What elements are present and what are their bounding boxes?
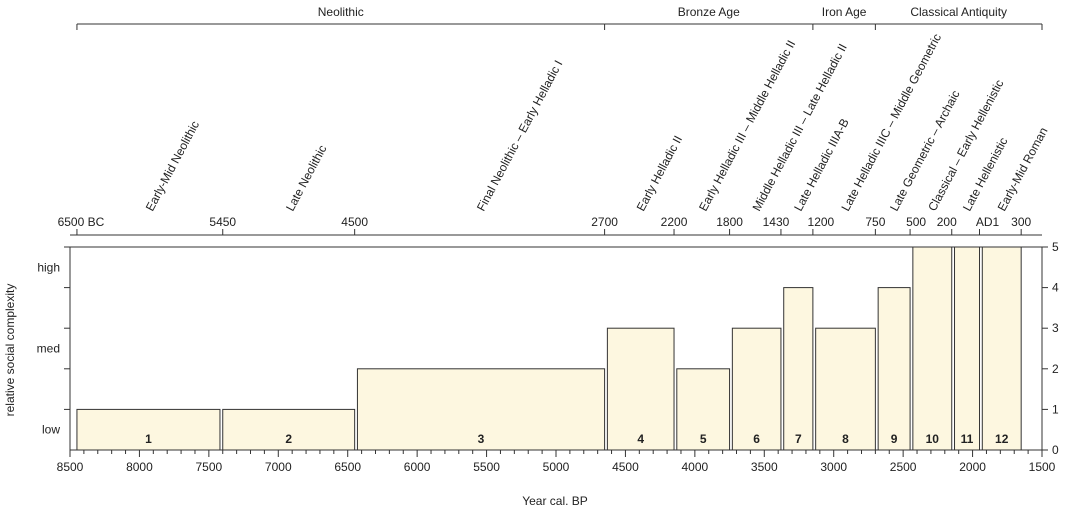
x-tick-label-5500: 5500: [473, 460, 500, 474]
right-tick-label-1: 1: [1052, 402, 1059, 416]
top-tick-label-4500: 4500: [341, 215, 368, 229]
bar-10: [912, 246, 953, 451]
top-tick-label-300: 300: [1011, 215, 1031, 229]
bar-label-1: 1: [145, 432, 152, 446]
top-tick-label-750: 750: [865, 215, 885, 229]
right-tick-label-0: 0: [1052, 443, 1059, 457]
y-axis-label: relative social complexity: [3, 284, 17, 417]
top-tick-label-1430: 1430: [763, 215, 790, 229]
period-brackets: Neolithic Bronze Age Iron Age Classical Ant…: [76, 5, 1043, 30]
x-tick-label-7000: 7000: [265, 460, 292, 474]
phase-label: Late Helladic IIIC – Middle Geometric: [838, 31, 944, 213]
x-tick-label-1500: 1500: [1029, 460, 1056, 474]
x-tick-label-2000: 2000: [959, 460, 986, 474]
right-tick-label-4: 4: [1052, 281, 1059, 295]
bar-8: [815, 327, 876, 451]
bar-label-6: 6: [753, 432, 760, 446]
bar-label-9: 9: [891, 432, 898, 446]
bar-label-3: 3: [478, 432, 485, 446]
period-label-2: Iron Age: [822, 5, 867, 19]
phase-labels: Early-Mid Neolithic Late Neolithic Final N…: [143, 31, 1051, 213]
top-tick-label-200: 200: [937, 215, 957, 229]
bar-3: [356, 368, 606, 451]
x-tick-label-3000: 3000: [820, 460, 847, 474]
right-tick-label-5: 5: [1052, 240, 1059, 254]
phase-label: Final Neolithic – Early Helladic I: [474, 58, 566, 214]
left-y-axis: low med high: [37, 246, 70, 437]
x-tick-label-8500: 8500: [57, 460, 84, 474]
top-tick-label-1800: 1800: [716, 215, 743, 229]
bar-label-2: 2: [285, 432, 292, 446]
bar-9: [877, 287, 911, 451]
x-tick-label-4500: 4500: [612, 460, 639, 474]
top-tick-label-6500 BC: 6500 BC: [58, 215, 105, 229]
period-label-3: Classical Antiquity: [910, 5, 1007, 19]
x-axis: 8500 8000 7500 7000 6500 6000 5500 5000 4500 4000…: [57, 450, 1056, 474]
bar-label-12: 12: [995, 432, 1009, 446]
top-tick-label-1200: 1200: [808, 215, 835, 229]
left-label-high: high: [37, 260, 60, 274]
right-y-axis: 0 1 2 3 4 5: [1042, 240, 1059, 457]
bar-7: [783, 287, 814, 451]
top-tick-label-AD1: AD1: [976, 215, 1000, 229]
bar-5: [676, 368, 731, 451]
bar-label-11: 11: [961, 432, 974, 446]
right-tick-label-2: 2: [1052, 362, 1059, 376]
left-label-med: med: [37, 342, 60, 356]
x-tick-label-6000: 6000: [404, 460, 431, 474]
phase-label: Early Helladic III – Middle Helladic II: [696, 38, 798, 214]
x-axis-label: Year cal. BP: [522, 494, 588, 508]
phase-label: Early-Mid Neolithic: [143, 119, 202, 214]
bar-4: [606, 327, 675, 451]
x-tick-label-5000: 5000: [543, 460, 570, 474]
bar-11: [954, 246, 981, 451]
phase-label: Late Neolithic: [283, 143, 330, 214]
period-label-0: Neolithic: [318, 5, 364, 19]
bar-label-10: 10: [926, 432, 940, 446]
x-tick-label-8000: 8000: [126, 460, 153, 474]
bar-12: [981, 246, 1022, 451]
phase-label: Early Helladic II: [634, 133, 686, 213]
bar-6: [731, 327, 782, 451]
x-tick-label-3500: 3500: [751, 460, 778, 474]
bar-label-4: 4: [637, 432, 644, 446]
bar-label-8: 8: [842, 432, 849, 446]
top-tick-label-5450: 5450: [209, 215, 236, 229]
top-tick-label-500: 500: [906, 215, 926, 229]
right-tick-label-3: 3: [1052, 321, 1059, 335]
x-tick-label-7500: 7500: [196, 460, 223, 474]
period-label-1: Bronze Age: [678, 5, 740, 19]
bar-1: [76, 408, 221, 451]
top-tick-label-2200: 2200: [661, 215, 688, 229]
top-axis: 6500 BC 5450 4500 2700 2200 1800 1430 1200 750 50…: [58, 215, 1042, 236]
bars: 1 2 3 4 5 6 7 8 9 10 11 12: [76, 246, 1022, 451]
left-label-low: low: [42, 423, 60, 437]
x-tick-label-6500: 6500: [334, 460, 361, 474]
x-tick-label-2500: 2500: [890, 460, 917, 474]
bar-label-5: 5: [700, 432, 707, 446]
bar-label-7: 7: [795, 432, 802, 446]
x-tick-label-4000: 4000: [682, 460, 709, 474]
bar-2: [222, 408, 356, 451]
top-tick-label-2700: 2700: [591, 215, 618, 229]
